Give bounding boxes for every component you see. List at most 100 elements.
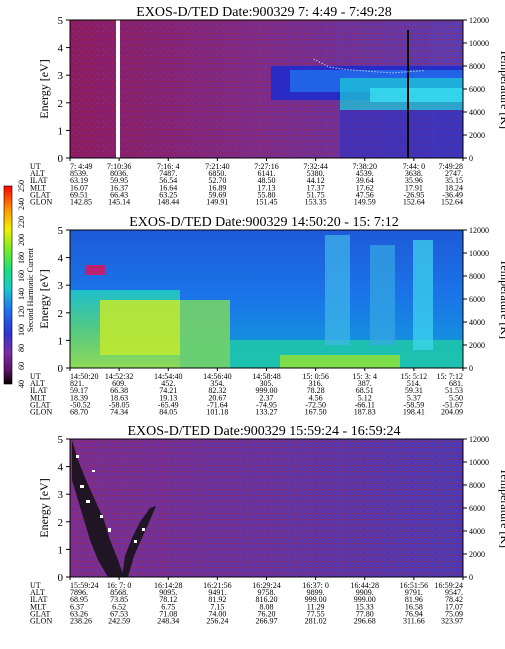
colorbar-tick-label: 40 bbox=[17, 380, 26, 388]
orbit-cell: 242.59 bbox=[108, 617, 130, 626]
orbit-cell: 149.91 bbox=[206, 198, 228, 207]
ut-tick-label: 7:16: 4 bbox=[157, 162, 179, 171]
panel-1-plot-area bbox=[69, 19, 464, 159]
orbit-cell: -58.59 bbox=[404, 400, 425, 409]
colorbar-tick-label: 140 bbox=[17, 288, 26, 300]
orbit-cell: 68.95 bbox=[70, 595, 88, 604]
orbit-cell: 204.09 bbox=[441, 408, 463, 417]
panel-3: EXOS-D/TED Date:900329 15:59:24 - 16:59:… bbox=[30, 424, 505, 626]
temperature-tick-label: 0 bbox=[469, 154, 473, 163]
panel-2-plot-area bbox=[69, 229, 464, 369]
orbit-cell: 74.00 bbox=[208, 609, 226, 618]
temperature-tick-label: 10000 bbox=[469, 249, 489, 258]
energy-tick-label: 1 bbox=[58, 125, 64, 137]
energy-tick-label: 2 bbox=[58, 308, 64, 320]
orbit-row-label: ALT bbox=[30, 588, 45, 597]
ut-tick-label: 7: 4:49 bbox=[70, 162, 92, 171]
orbit-cell: 15.33 bbox=[356, 602, 374, 611]
orbit-cell: 82.32 bbox=[208, 386, 226, 395]
orbit-cell: 69.51 bbox=[70, 190, 88, 199]
orbit-cell: 7896. bbox=[70, 588, 88, 597]
orbit-cell: 7.15 bbox=[210, 602, 224, 611]
panel-3-title: EXOS-D/TED Date:900329 15:59:24 - 16:59:… bbox=[128, 424, 401, 439]
orbit-cell: 51.75 bbox=[307, 190, 325, 199]
orbit-cell: 6.52 bbox=[112, 602, 126, 611]
temperature-tick-label: 6000 bbox=[469, 504, 485, 513]
orbit-cell: 17.13 bbox=[258, 183, 276, 192]
ut-tick-label: 14:52:32 bbox=[105, 372, 133, 381]
orbit-cell: 78.28 bbox=[307, 386, 325, 395]
orbit-cell: 5380. bbox=[307, 169, 325, 178]
orbit-row-label: GLON bbox=[30, 198, 52, 207]
orbit-row-label: ILAT bbox=[30, 595, 47, 604]
orbit-cell: 999.00 bbox=[256, 386, 278, 395]
ut-tick-label: 16:44:28 bbox=[351, 581, 379, 590]
orbit-row-label: GLON bbox=[30, 408, 52, 417]
panel-1-temperature-trace bbox=[313, 58, 424, 74]
temperature-axis-label: Temperature [K] bbox=[498, 259, 505, 339]
orbit-cell: 8.08 bbox=[260, 602, 274, 611]
orbit-cell: 74.34 bbox=[110, 408, 128, 417]
orbit-cell: 16.89 bbox=[208, 183, 226, 192]
orbit-cell: 821. bbox=[70, 379, 84, 388]
energy-tick-label: 2 bbox=[58, 98, 64, 110]
orbit-cell: -50.52 bbox=[70, 400, 91, 409]
colorbar-label: Second Harmonic Current bbox=[26, 247, 35, 332]
orbit-cell: 187.83 bbox=[354, 408, 376, 417]
orbit-cell: 387. bbox=[358, 379, 372, 388]
orbit-row-label: MLT bbox=[30, 393, 46, 402]
orbit-cell: 9909. bbox=[356, 588, 374, 597]
orbit-cell: 8036. bbox=[110, 169, 128, 178]
orbit-cell: -36.49 bbox=[442, 190, 463, 199]
orbit-cell: 145.14 bbox=[108, 198, 130, 207]
panel-2: EXOS-D/TED Date:900329 14:50:20 - 15: 7:… bbox=[30, 215, 505, 417]
ut-tick-label: 7:44: 0 bbox=[403, 162, 425, 171]
orbit-cell: 151.45 bbox=[256, 198, 278, 207]
temperature-tick-label: 2000 bbox=[469, 550, 485, 559]
orbit-cell: 63.25 bbox=[159, 190, 177, 199]
orbit-cell: 74.21 bbox=[159, 386, 177, 395]
orbit-cell: 514. bbox=[407, 379, 421, 388]
colorbar-tick-label: 100 bbox=[17, 324, 26, 336]
temperature-axis-label: Temperature [K] bbox=[498, 468, 505, 548]
panel-3-plot-area bbox=[69, 438, 464, 578]
colorbar-ramp bbox=[3, 185, 13, 385]
orbit-row-label: GLON bbox=[30, 617, 52, 626]
orbit-cell: 48.50 bbox=[258, 176, 276, 185]
orbit-row-label: MLT bbox=[30, 602, 46, 611]
orbit-cell: 452. bbox=[161, 379, 175, 388]
energy-tick-label: 4 bbox=[58, 462, 64, 474]
orbit-cell: 149.59 bbox=[354, 198, 376, 207]
orbit-cell: 59.69 bbox=[208, 190, 226, 199]
orbit-cell: 311.66 bbox=[403, 617, 425, 626]
orbit-cell: -66.11 bbox=[355, 400, 375, 409]
ut-tick-label: 15:59:24 bbox=[70, 581, 98, 590]
orbit-cell: -71.64 bbox=[207, 400, 228, 409]
orbit-cell: 6.37 bbox=[70, 602, 84, 611]
ut-tick-label: 7:27:16 bbox=[254, 162, 278, 171]
temperature-tick-label: 6000 bbox=[469, 295, 485, 304]
ut-tick-label: 16:51:56 bbox=[400, 581, 428, 590]
orbit-cell: 323.97 bbox=[441, 617, 463, 626]
panel-1: EXOS-D/TED Date:900329 7: 4:49 - 7:49:28… bbox=[30, 5, 505, 207]
orbit-cell: 35.96 bbox=[405, 176, 423, 185]
colorbar-tick-label: 80 bbox=[17, 344, 26, 352]
orbit-cell: 3638. bbox=[405, 169, 423, 178]
orbit-cell: 5.37 bbox=[407, 393, 421, 402]
ut-tick-label: 15: 3: 4 bbox=[353, 372, 377, 381]
orbit-row-label: GLAT bbox=[30, 609, 51, 618]
orbit-cell: 76.94 bbox=[405, 609, 423, 618]
ut-tick-label: 7:21:40 bbox=[205, 162, 229, 171]
orbit-cell: -26.95 bbox=[404, 190, 425, 199]
orbit-row-label: GLAT bbox=[30, 400, 51, 409]
orbit-cell: 999.00 bbox=[354, 595, 376, 604]
orbit-cell: 59.31 bbox=[405, 386, 423, 395]
orbit-cell: 153.35 bbox=[305, 198, 327, 207]
orbit-cell: 44.12 bbox=[307, 176, 325, 185]
orbit-cell: 63.26 bbox=[70, 609, 88, 618]
orbit-cell: 5.50 bbox=[449, 393, 463, 402]
orbit-cell: 8539. bbox=[70, 169, 88, 178]
energy-tick-label: 3 bbox=[58, 489, 64, 501]
colorbar-tick-label: 240 bbox=[17, 198, 26, 210]
